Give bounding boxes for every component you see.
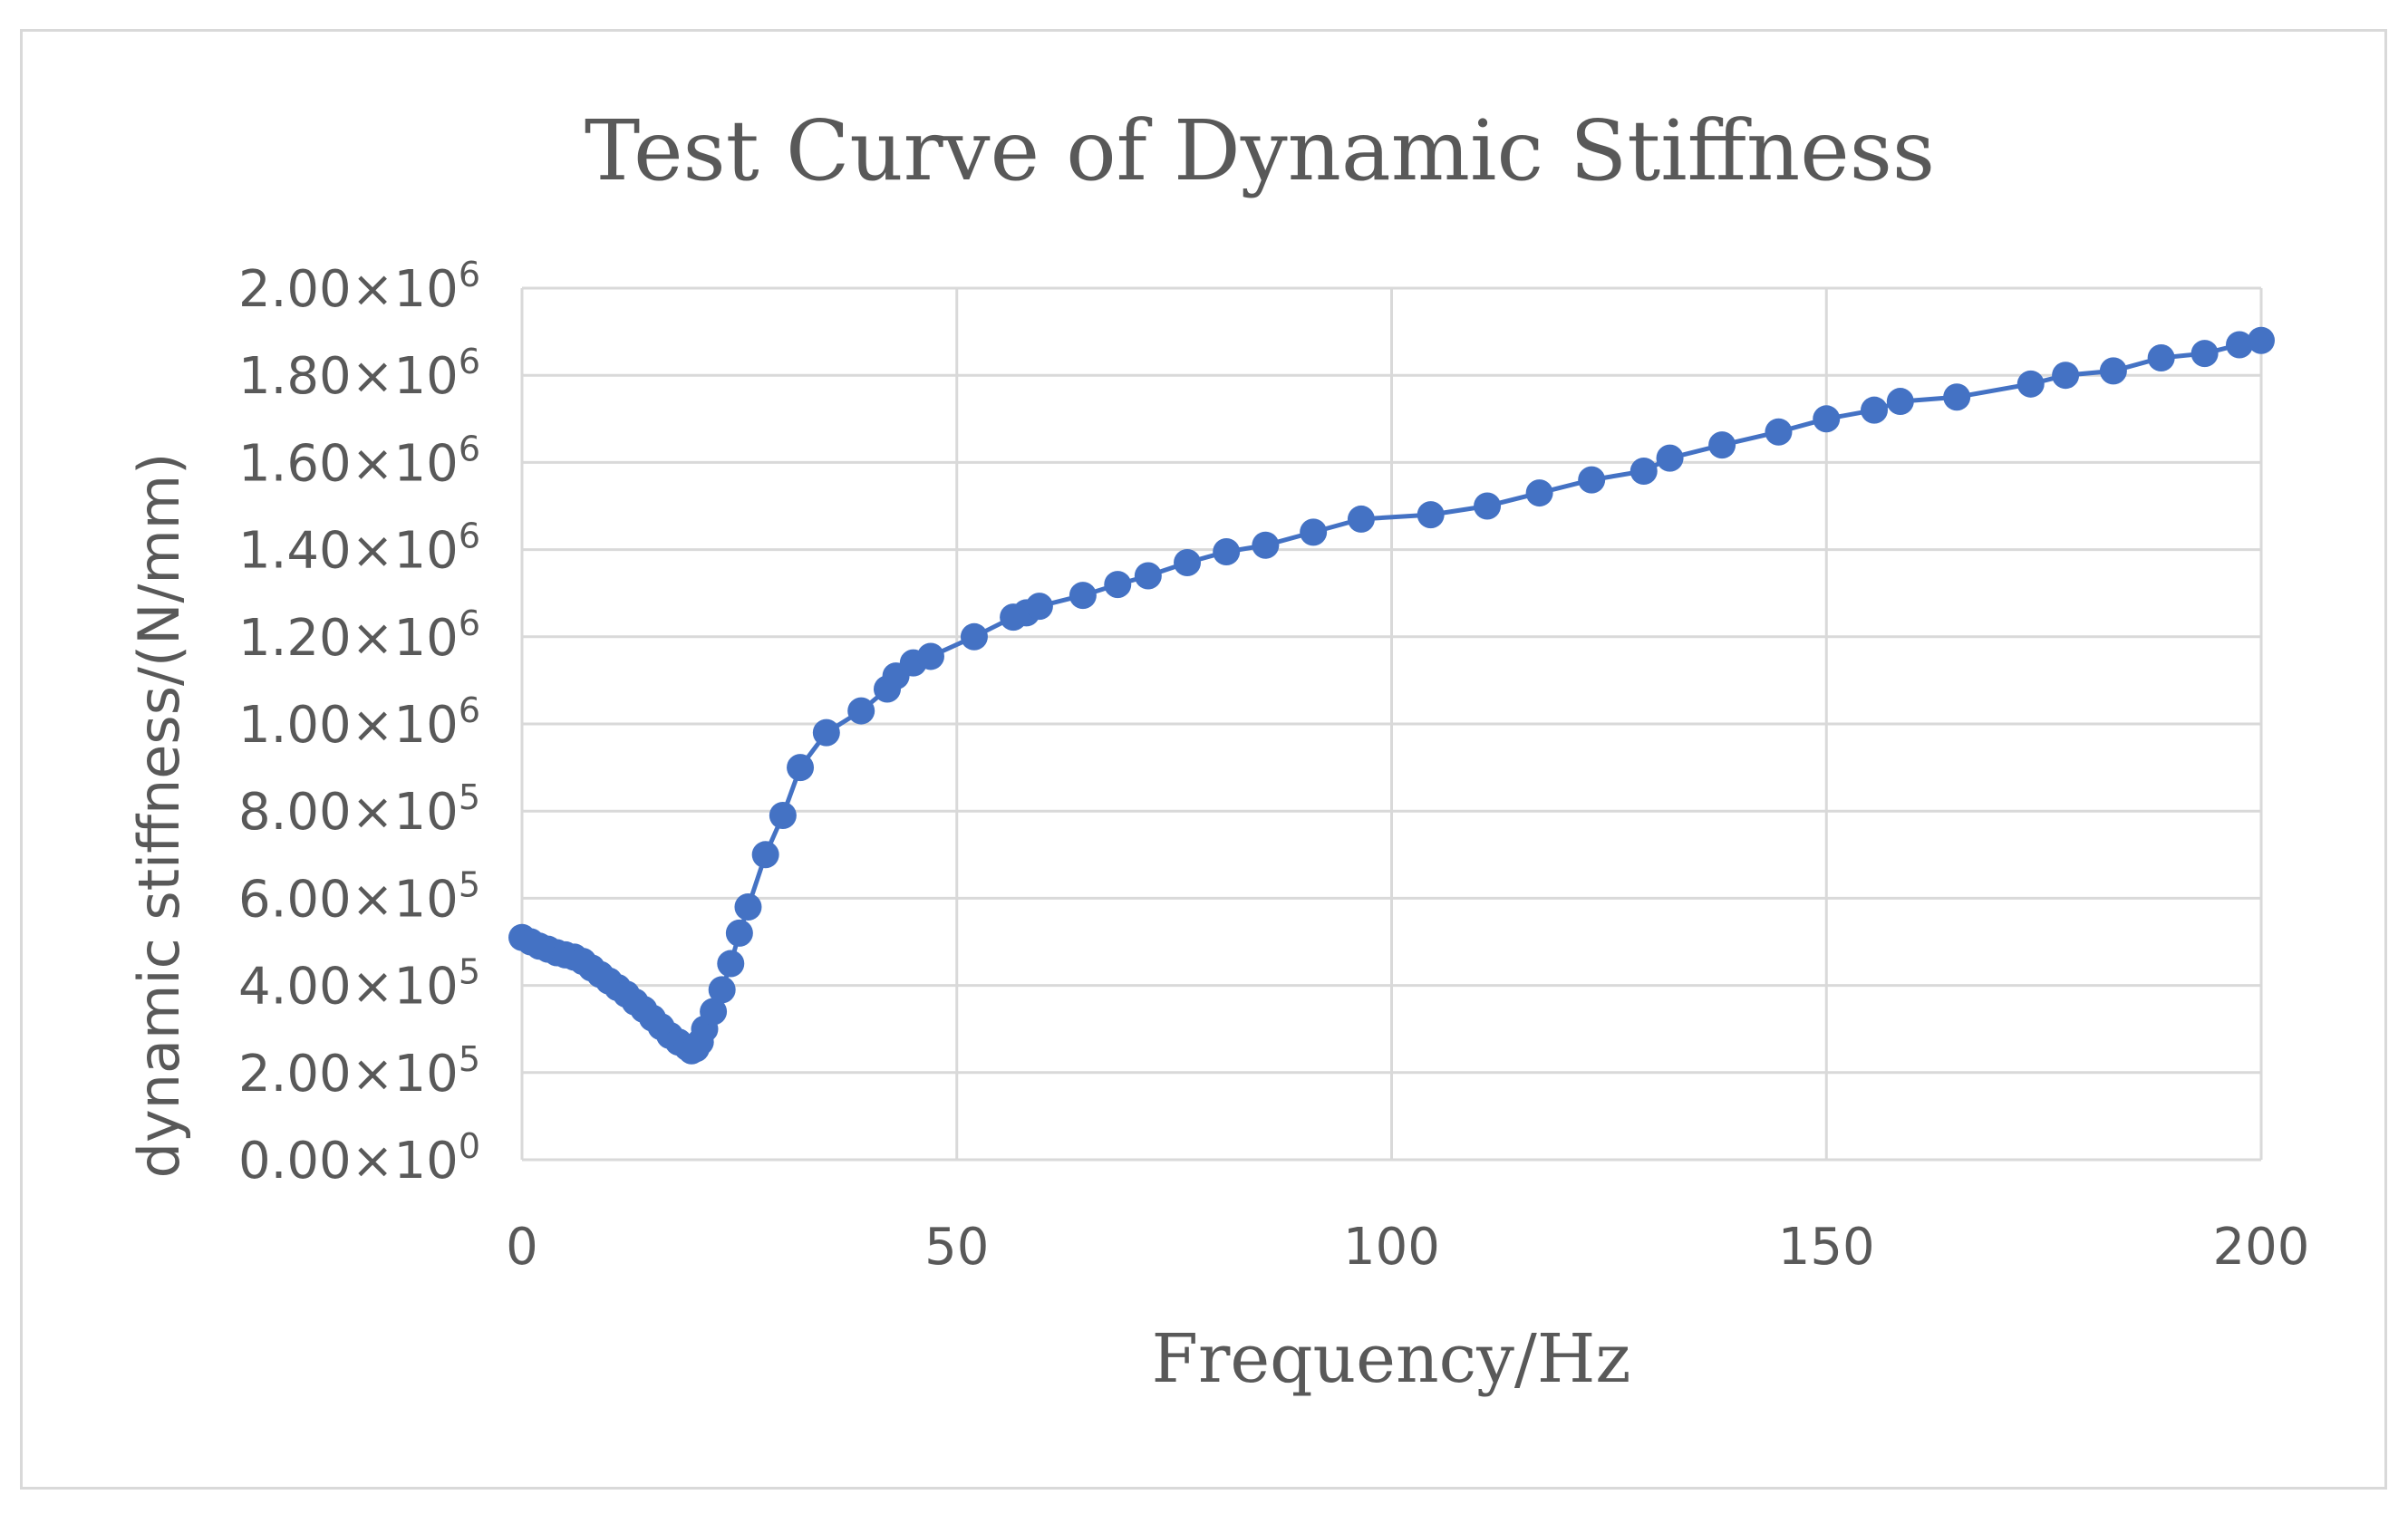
data-point — [787, 754, 815, 782]
data-point — [1943, 383, 1971, 411]
x-axis-title: Frequency/Hz — [1152, 1320, 1631, 1398]
data-point — [1104, 571, 1132, 599]
x-tick-label-0: 0 — [506, 1218, 538, 1277]
chart-title: Test Curve of Dynamic Stiffness — [585, 102, 1935, 199]
data-point — [2248, 326, 2275, 354]
y-tick-label-0: 0.00×100 — [238, 1126, 480, 1191]
x-tick-label-1: 50 — [924, 1218, 989, 1277]
y-tick-label-3: 6.00×105 — [238, 864, 480, 929]
data-point — [960, 622, 988, 651]
series-dynamic-stiffness — [508, 326, 2275, 1065]
data-point — [1252, 531, 1280, 559]
data-point — [1347, 505, 1375, 533]
data-point — [700, 998, 728, 1026]
chart-frame — [20, 29, 2387, 1490]
data-point — [2147, 343, 2175, 371]
data-point — [708, 976, 736, 1004]
data-point — [1300, 518, 1328, 546]
data-point — [2226, 331, 2254, 359]
data-point — [1025, 593, 1053, 621]
y-tick-label-10: 2.00×106 — [238, 255, 480, 319]
data-point — [812, 718, 840, 747]
x-tick-label-4: 200 — [2213, 1218, 2310, 1277]
y-tick-label-2: 4.00×105 — [238, 952, 480, 1017]
data-point — [2099, 357, 2127, 385]
y-tick-label-6: 1.20×106 — [238, 603, 480, 668]
data-point — [1813, 405, 1841, 433]
data-point — [1578, 466, 1606, 494]
y-tick-label-1: 2.00×105 — [238, 1039, 480, 1104]
y-tick-label-5: 1.00×106 — [238, 690, 480, 755]
data-point — [847, 697, 875, 725]
data-point — [1886, 388, 1914, 416]
data-point — [1417, 501, 1445, 529]
data-point — [769, 802, 797, 830]
data-point — [1525, 479, 1553, 507]
x-axis-ticks: 0 50 100 150 200 — [506, 1218, 2309, 1277]
y-axis-title: dynamic stiffness/(N/mm) — [126, 453, 192, 1179]
data-point — [725, 919, 753, 947]
y-tick-label-8: 1.60×106 — [238, 429, 480, 493]
data-point — [1134, 562, 1162, 590]
data-point — [1765, 418, 1793, 446]
data-point — [1861, 396, 1889, 424]
data-point — [2190, 340, 2219, 368]
data-point — [916, 642, 944, 670]
y-tick-label-4: 8.00×105 — [238, 777, 480, 842]
x-tick-label-2: 100 — [1343, 1218, 1440, 1277]
data-point — [1656, 444, 1684, 472]
data-point — [1213, 538, 1241, 566]
data-point — [2052, 362, 2080, 390]
data-point — [1474, 492, 1502, 520]
data-point — [1630, 458, 1658, 486]
y-axis-ticks: 0.00×100 2.00×105 4.00×105 6.00×105 8.00×105… — [238, 255, 480, 1191]
y-tick-label-9: 1.80×106 — [238, 342, 480, 406]
data-point — [751, 841, 779, 869]
gridlines — [520, 286, 2263, 1162]
data-point — [1174, 549, 1202, 577]
data-point — [1708, 431, 1736, 459]
data-point — [717, 950, 745, 978]
x-tick-label-3: 150 — [1778, 1218, 1875, 1277]
y-tick-label-7: 1.40×106 — [238, 516, 480, 581]
data-point — [734, 893, 762, 921]
data-point — [2016, 370, 2045, 398]
data-point — [1069, 582, 1097, 610]
